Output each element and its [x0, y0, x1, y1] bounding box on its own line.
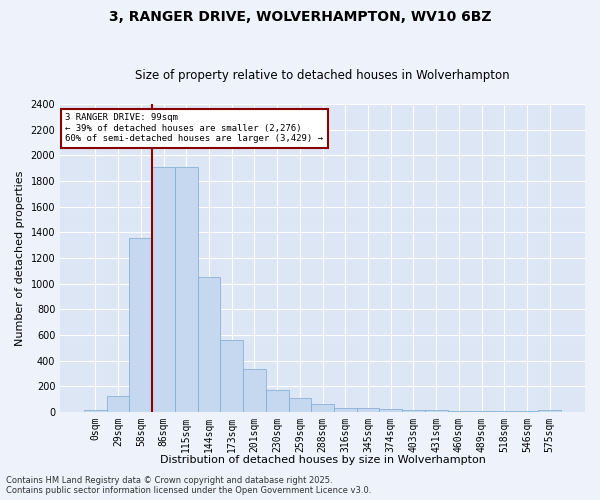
Bar: [107, 396, 130, 412]
Title: Size of property relative to detached houses in Wolverhampton: Size of property relative to detached ho…: [135, 69, 510, 82]
Bar: [356, 408, 379, 412]
Bar: [538, 410, 561, 412]
Text: Contains HM Land Registry data © Crown copyright and database right 2025.
Contai: Contains HM Land Registry data © Crown c…: [6, 476, 371, 495]
Bar: [197, 276, 220, 412]
Bar: [84, 410, 107, 412]
Bar: [448, 411, 470, 412]
Bar: [130, 238, 152, 412]
Bar: [425, 410, 448, 412]
Bar: [311, 404, 334, 412]
Text: 3, RANGER DRIVE, WOLVERHAMPTON, WV10 6BZ: 3, RANGER DRIVE, WOLVERHAMPTON, WV10 6BZ: [109, 10, 491, 24]
X-axis label: Distribution of detached houses by size in Wolverhampton: Distribution of detached houses by size …: [160, 455, 485, 465]
Bar: [379, 409, 402, 412]
Bar: [152, 167, 175, 412]
Bar: [334, 408, 356, 412]
Text: 3 RANGER DRIVE: 99sqm
← 39% of detached houses are smaller (2,276)
60% of semi-d: 3 RANGER DRIVE: 99sqm ← 39% of detached …: [65, 113, 323, 143]
Bar: [289, 398, 311, 412]
Bar: [220, 340, 243, 412]
Bar: [402, 410, 425, 412]
Bar: [243, 369, 266, 412]
Bar: [175, 167, 197, 412]
Bar: [266, 390, 289, 412]
Y-axis label: Number of detached properties: Number of detached properties: [15, 170, 25, 346]
